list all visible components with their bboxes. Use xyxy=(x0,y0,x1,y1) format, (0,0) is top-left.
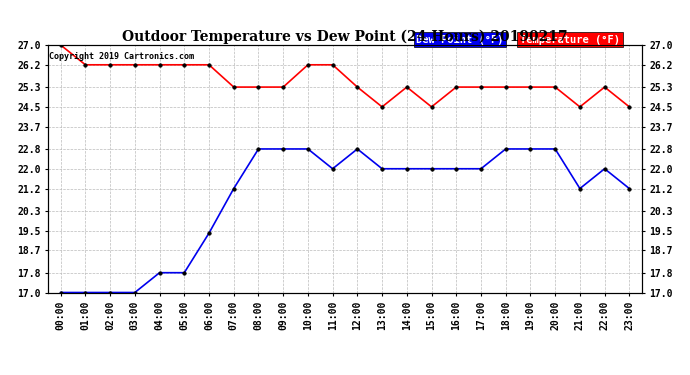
Text: Temperature (°F): Temperature (°F) xyxy=(520,34,620,45)
Title: Outdoor Temperature vs Dew Point (24 Hours) 20190217: Outdoor Temperature vs Dew Point (24 Hou… xyxy=(122,30,568,44)
Text: Copyright 2019 Cartronics.com: Copyright 2019 Cartronics.com xyxy=(50,53,195,62)
Text: Dew Point (°F): Dew Point (°F) xyxy=(416,34,504,45)
